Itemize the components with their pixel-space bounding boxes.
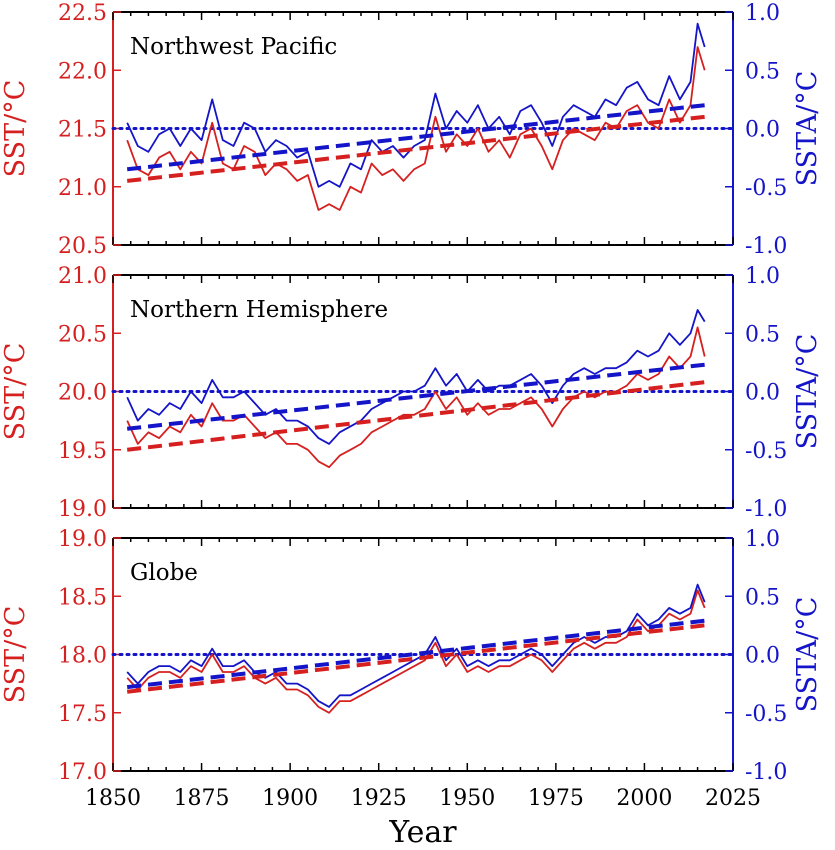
left-tick-label: 20.0: [58, 381, 107, 406]
panel-title: Northwest Pacific: [130, 34, 337, 60]
left-tick-label: 21.5: [58, 118, 107, 143]
left-tick-label: 20.5: [58, 234, 107, 259]
left-tick-label: 18.0: [58, 644, 107, 669]
right-tick-label: 0.5: [745, 59, 780, 84]
sst-trend-line: [126, 380, 705, 452]
left-tick-label: 21.0: [58, 264, 107, 289]
x-axis: 1850 1875 1900 1925 1950 1975 2000 2025: [85, 786, 761, 811]
left-tick-label: 19.0: [58, 527, 107, 552]
right-tick-label: -0.5: [745, 439, 787, 464]
sst-trend-line: [126, 623, 705, 694]
panel-3: 17.0 17.5 18.0 18.5 19.0 -1.0 -0.5 0.0 0.5 1.0 SST…: [0, 527, 823, 785]
x-tick-label: 1900: [262, 786, 318, 811]
right-tick-label: 1.0: [745, 264, 780, 289]
left-tick-label: 17.5: [58, 702, 107, 727]
panels-layer: 20.5 21.0 21.5 22.0 22.5 -1.0 -0.5 0.0 0.5 1.0 SST…: [0, 1, 823, 785]
right-tick-label: -1.0: [745, 497, 787, 522]
left-tick-label: 21.0: [58, 176, 107, 201]
panel-1: 20.5 21.0 21.5 22.0 22.5 -1.0 -0.5 0.0 0.5 1.0 SST…: [0, 1, 823, 259]
x-tick-label: 1975: [528, 786, 584, 811]
right-tick-label: -0.5: [745, 702, 787, 727]
left-tick-label: 19.0: [58, 497, 107, 522]
ssta-trend-line: [126, 618, 705, 690]
panel-title: Globe: [130, 560, 198, 586]
ssta-series-line: [126, 583, 706, 708]
right-tick-label: -1.0: [745, 234, 787, 259]
sst-series-line: [126, 589, 706, 714]
ssta-series-line: [126, 22, 706, 188]
x-tick-label: 1850: [85, 786, 141, 811]
left-tick-label: 19.5: [58, 439, 107, 464]
left-tick-label: 22.5: [58, 1, 107, 26]
right-tick-label: 0.5: [745, 322, 780, 347]
right-tick-label: 1.0: [745, 527, 780, 552]
right-tick-label: -0.5: [745, 176, 787, 201]
right-tick-label: 0.5: [745, 585, 780, 610]
ssta-trend-line: [126, 103, 705, 172]
sst-series-line: [126, 326, 706, 469]
right-axis-label: SSTA/°C: [792, 334, 823, 450]
right-tick-label: 0.0: [745, 118, 780, 143]
left-axis-label: SST/°C: [0, 606, 31, 704]
x-tick-label: 1875: [174, 786, 230, 811]
left-tick-label: 17.0: [58, 760, 107, 785]
left-axis-label: SST/°C: [0, 343, 31, 441]
right-axis-label: SSTA/°C: [792, 597, 823, 713]
panel-2: 19.0 19.5 20.0 20.5 21.0 -1.0 -0.5 0.0 0.5 1.0 SST…: [0, 264, 823, 522]
right-tick-label: 0.0: [745, 381, 780, 406]
ssta-series-line: [126, 309, 706, 445]
left-tick-label: 18.5: [58, 585, 107, 610]
right-tick-label: 1.0: [745, 1, 780, 26]
x-tick-label: 1950: [439, 786, 495, 811]
x-tick-label: 1925: [351, 786, 407, 811]
ssta-trend-line: [126, 362, 705, 431]
right-axis-label: SSTA/°C: [792, 71, 823, 187]
x-tick-label: 2000: [616, 786, 672, 811]
right-tick-label: -1.0: [745, 760, 787, 785]
panel-title: Northern Hemisphere: [130, 297, 388, 323]
left-tick-label: 22.0: [58, 59, 107, 84]
x-tick-label: 2025: [705, 786, 761, 811]
sst-trend-line: [126, 114, 705, 183]
x-axis-label: Year: [388, 815, 457, 850]
right-tick-label: 0.0: [745, 644, 780, 669]
left-axis-label: SST/°C: [0, 80, 31, 178]
left-tick-label: 20.5: [58, 322, 107, 347]
